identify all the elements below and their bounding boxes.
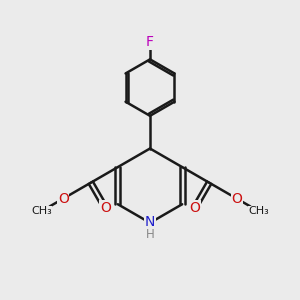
Text: H: H (146, 228, 154, 241)
Text: F: F (146, 35, 154, 49)
Text: O: O (189, 201, 200, 215)
Text: O: O (100, 201, 111, 215)
Text: N: N (145, 215, 155, 229)
Text: CH₃: CH₃ (248, 206, 269, 216)
Text: CH₃: CH₃ (31, 206, 52, 216)
Text: O: O (58, 192, 69, 206)
Text: O: O (231, 192, 242, 206)
